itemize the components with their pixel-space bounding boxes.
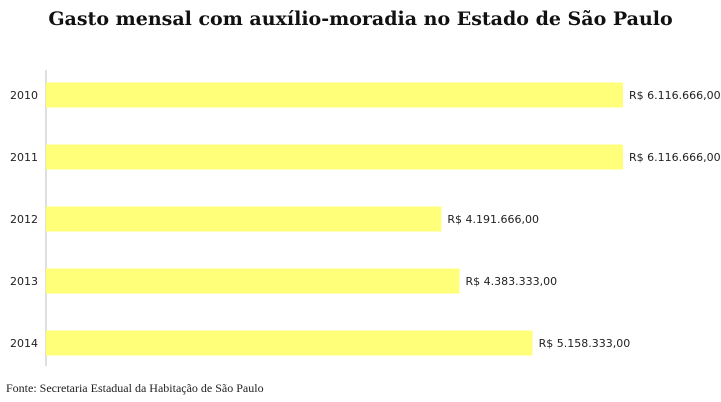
value-label: R$ 4.383.333,00	[465, 275, 557, 288]
category-label: 2014	[10, 337, 38, 350]
category-label: 2011	[10, 151, 38, 164]
bar-2014	[46, 330, 533, 356]
bars-layer: 2010 R$ 6.116.666,00 2011 R$ 6.116.666,00 20…	[10, 82, 721, 356]
category-label: 2012	[10, 213, 38, 226]
value-label: R$ 6.116.666,00	[629, 151, 721, 164]
value-label: R$ 4.191.666,00	[447, 213, 539, 226]
bar-2010	[46, 82, 623, 108]
chart-title: Gasto mensal com auxílio-moradia no Esta…	[48, 8, 673, 30]
value-label: R$ 5.158.333,00	[539, 337, 631, 350]
source-note: Fonte: Secretaria Estadual da Habitação …	[6, 381, 264, 395]
bar-2013	[46, 268, 460, 294]
value-label: R$ 6.116.666,00	[629, 89, 721, 102]
bar-2011	[46, 144, 623, 170]
category-label: 2013	[10, 275, 38, 288]
category-label: 2010	[10, 89, 38, 102]
bar-2012	[46, 206, 442, 232]
